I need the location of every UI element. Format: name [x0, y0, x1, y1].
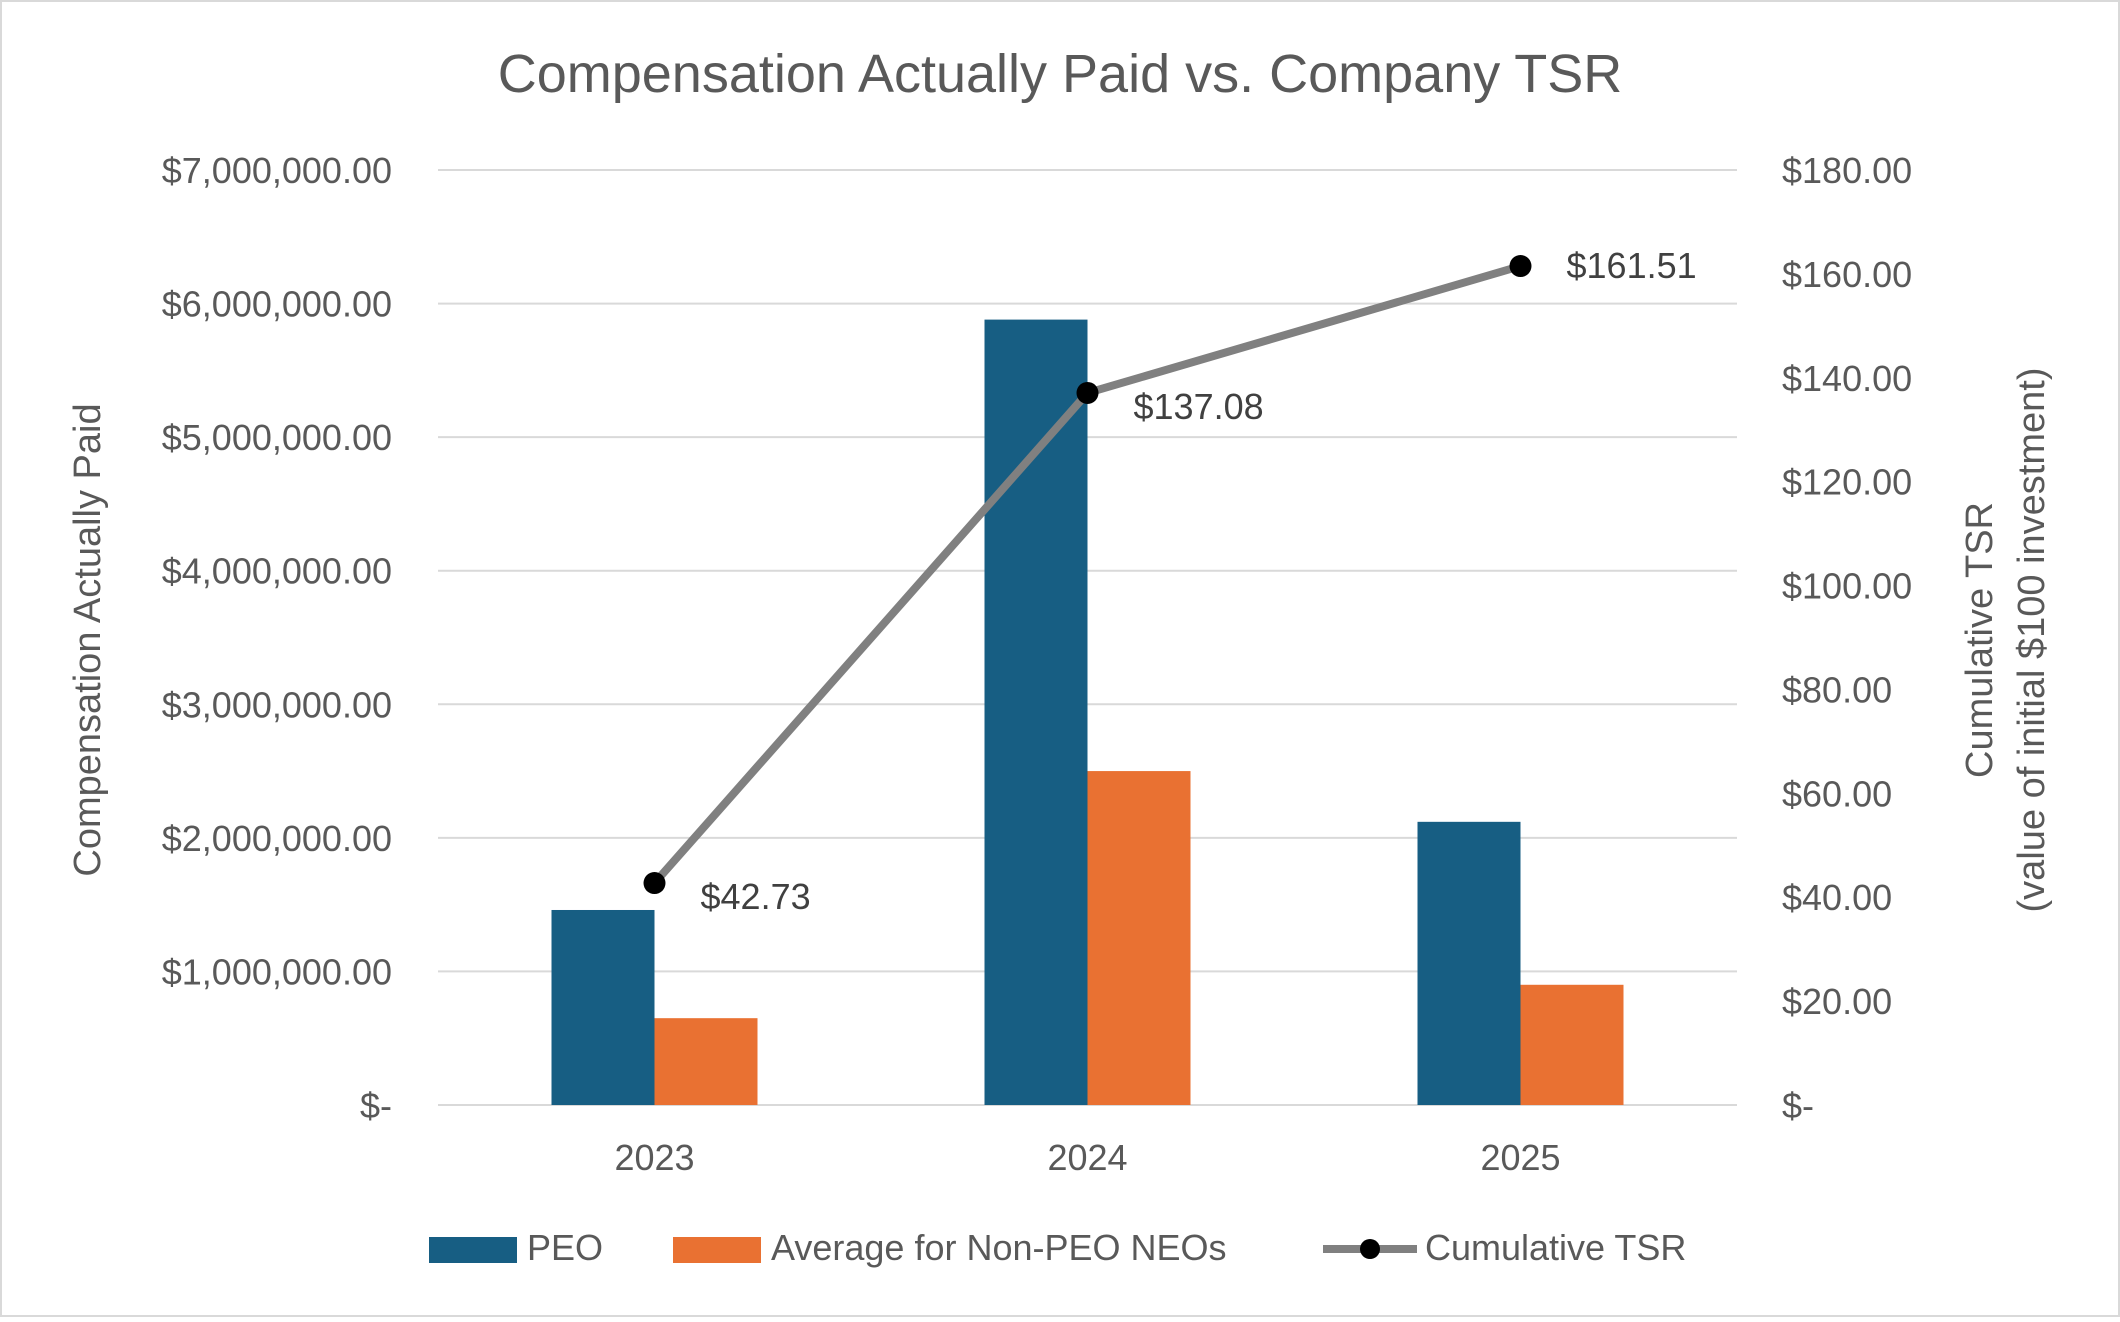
tsr-data-label-2023: $42.73: [701, 876, 811, 917]
tsr-point-2024: [1076, 381, 1099, 404]
bar-peo-2023: [551, 909, 655, 1105]
y-tick-label: $7,000,000.00: [162, 150, 392, 191]
y2-axis-label-line1: Cumulative TSR: [1959, 502, 2001, 778]
y-tick-label: $1,000,000.00: [162, 951, 392, 992]
y-tick-label: $3,000,000.00: [162, 684, 392, 725]
y2-axis-ticks: $- $20.00 $40.00 $60.00 $80.00 $100.00 $120.00…: [1782, 150, 1912, 1126]
bar-non-peo-2025: [1520, 984, 1624, 1105]
tsr-data-label-2025: $161.51: [1567, 245, 1697, 286]
legend-swatch-non-peo: [673, 1237, 761, 1263]
y2-tick-label: $60.00: [1782, 773, 1892, 814]
y-tick-label: $4,000,000.00: [162, 551, 392, 592]
y-tick-label: $-: [360, 1085, 392, 1126]
y-tick-label: $5,000,000.00: [162, 417, 392, 458]
bar-peo-2025: [1417, 821, 1521, 1105]
y-axis-ticks: $- $1,000,000.00 $2,000,000.00 $3,000,000.0…: [162, 150, 392, 1126]
legend-label-peo: PEO: [527, 1227, 603, 1268]
tsr-data-label-2024: $137.08: [1134, 386, 1264, 427]
bar-peo-2024: [984, 319, 1088, 1106]
bar-non-peo-2024: [1087, 771, 1191, 1105]
y2-tick-label: $120.00: [1782, 462, 1912, 503]
y2-axis-label-line2: (value of initial $100 investment): [2011, 368, 2053, 913]
y-axis-label: Compensation Actually Paid: [67, 403, 109, 876]
y2-tick-label: $180.00: [1782, 150, 1912, 191]
y2-tick-label: $-: [1782, 1085, 1814, 1126]
tsr-line-series: $42.73 $137.08 $161.51: [643, 245, 1697, 917]
y2-tick-label: $40.00: [1782, 877, 1892, 918]
x-axis-ticks: 2023 2024 2025: [614, 1137, 1560, 1178]
legend-swatch-peo: [429, 1237, 517, 1263]
legend: PEO Average for Non-PEO NEOs Cumulative …: [429, 1227, 1686, 1268]
bar-non-peo-2023: [654, 1018, 758, 1105]
tsr-point-2025: [1509, 255, 1532, 278]
y-tick-label: $2,000,000.00: [162, 818, 392, 859]
x-tick-label: 2025: [1480, 1137, 1560, 1178]
tsr-point-2023: [643, 872, 666, 895]
y2-tick-label: $100.00: [1782, 566, 1912, 607]
legend-swatch-tsr-marker: [1360, 1239, 1380, 1259]
x-tick-label: 2024: [1047, 1137, 1127, 1178]
legend-label-non-peo: Average for Non-PEO NEOs: [771, 1227, 1227, 1268]
x-tick-label: 2023: [614, 1137, 694, 1178]
bars: [551, 319, 1624, 1106]
chart-title: Compensation Actually Paid vs. Company T…: [498, 44, 1623, 104]
legend-label-tsr: Cumulative TSR: [1425, 1227, 1686, 1268]
y-tick-label: $6,000,000.00: [162, 284, 392, 325]
y2-tick-label: $160.00: [1782, 254, 1912, 295]
y2-tick-label: $20.00: [1782, 981, 1892, 1022]
y2-tick-label: $140.00: [1782, 358, 1912, 399]
y2-tick-label: $80.00: [1782, 669, 1892, 710]
